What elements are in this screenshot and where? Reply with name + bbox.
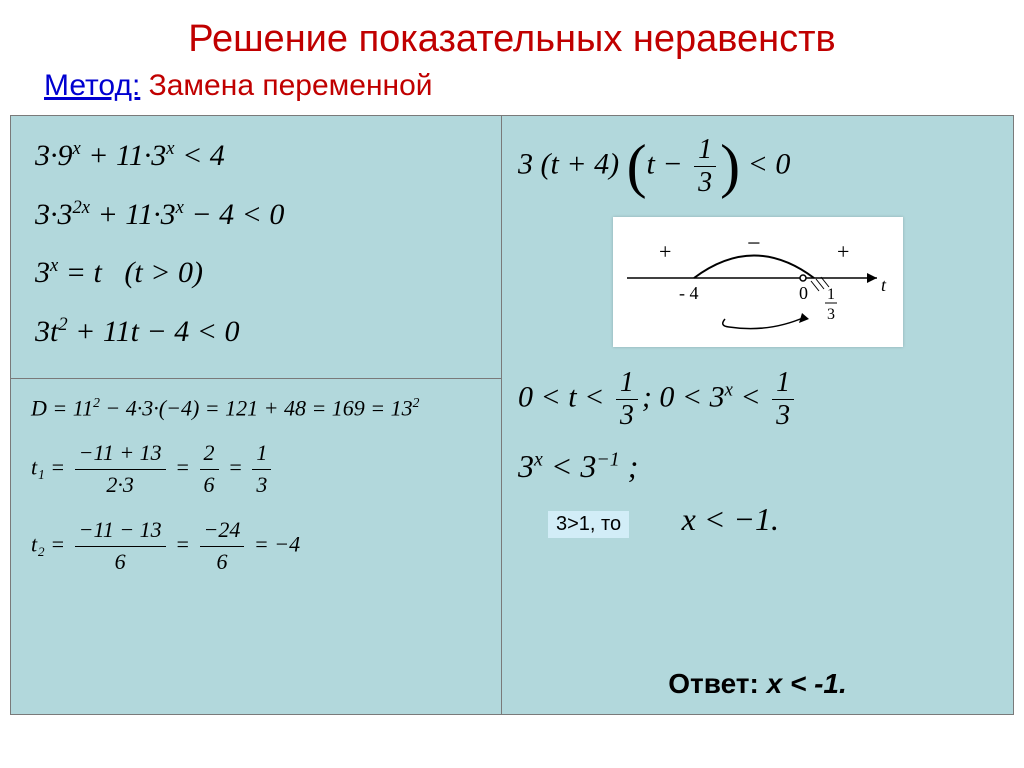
svg-text:+: + [837,239,849,264]
method-text: Замена переменной [140,69,432,102]
root-t1: t₁ = −11 + 132·3 = 26 = 13 [31,438,491,501]
condition-and-result: 3>1, то x < −1. [548,501,997,538]
discriminant: D = 112 − 4·3·(−4) = 121 + 48 = 169 = 13… [31,393,491,424]
svg-text:- 4: - 4 [679,283,699,303]
svg-text:−: − [747,231,761,257]
eq-line-2: 3·32x + 11·3x − 4 < 0 [35,189,487,242]
slide-title: Решение показательных неравенств [0,0,1024,69]
eq-line-3: 3x = t (t > 0) [35,247,487,300]
svg-text:1: 1 [827,286,835,303]
svg-text:+: + [659,239,671,264]
t-range: 0 < t < 13; 0 < 3x < 13 [518,367,997,432]
svg-text:t: t [881,275,887,295]
discriminant-box: D = 112 − 4·3·(−4) = 121 + 48 = 169 = 13… [11,379,501,597]
base-condition: 3>1, то [548,511,629,538]
derivation-box: 3·9x + 11·3x < 4 3·32x + 11·3x − 4 < 0 3… [11,116,501,379]
svg-text:3: 3 [827,306,835,323]
content-box: 3·9x + 11·3x < 4 3·32x + 11·3x − 4 < 0 3… [10,115,1014,715]
svg-text:0: 0 [799,283,808,303]
root-t2: t₂ = −11 − 136 = −246 = −4 [31,515,491,578]
eq-line-4: 3t2 + 11t − 4 < 0 [35,306,487,359]
sign-diagram: + − + t - 4 0 1 3 [613,217,903,347]
factored-form: 3 (t + 4) (t − 13) < 0 [518,132,997,201]
right-column: 3 (t + 4) (t − 13) < 0 + − + t - 4 0 1 [501,116,1013,714]
exp-compare: 3x < 3−1 ; [518,448,997,485]
answer-label: Ответ: [668,668,759,699]
answer-value: x < -1. [759,668,847,699]
method-label: Метод: [44,69,140,102]
slide: Решение показательных неравенств Метод: … [0,0,1024,768]
sign-svg: + − + t - 4 0 1 3 [619,223,897,341]
slide-subtitle: Метод: Замена переменной [0,69,1024,115]
left-column: 3·9x + 11·3x < 4 3·32x + 11·3x − 4 < 0 3… [11,116,501,714]
answer-row: Ответ: x < -1. [502,668,1013,700]
eq-line-1: 3·9x + 11·3x < 4 [35,130,487,183]
